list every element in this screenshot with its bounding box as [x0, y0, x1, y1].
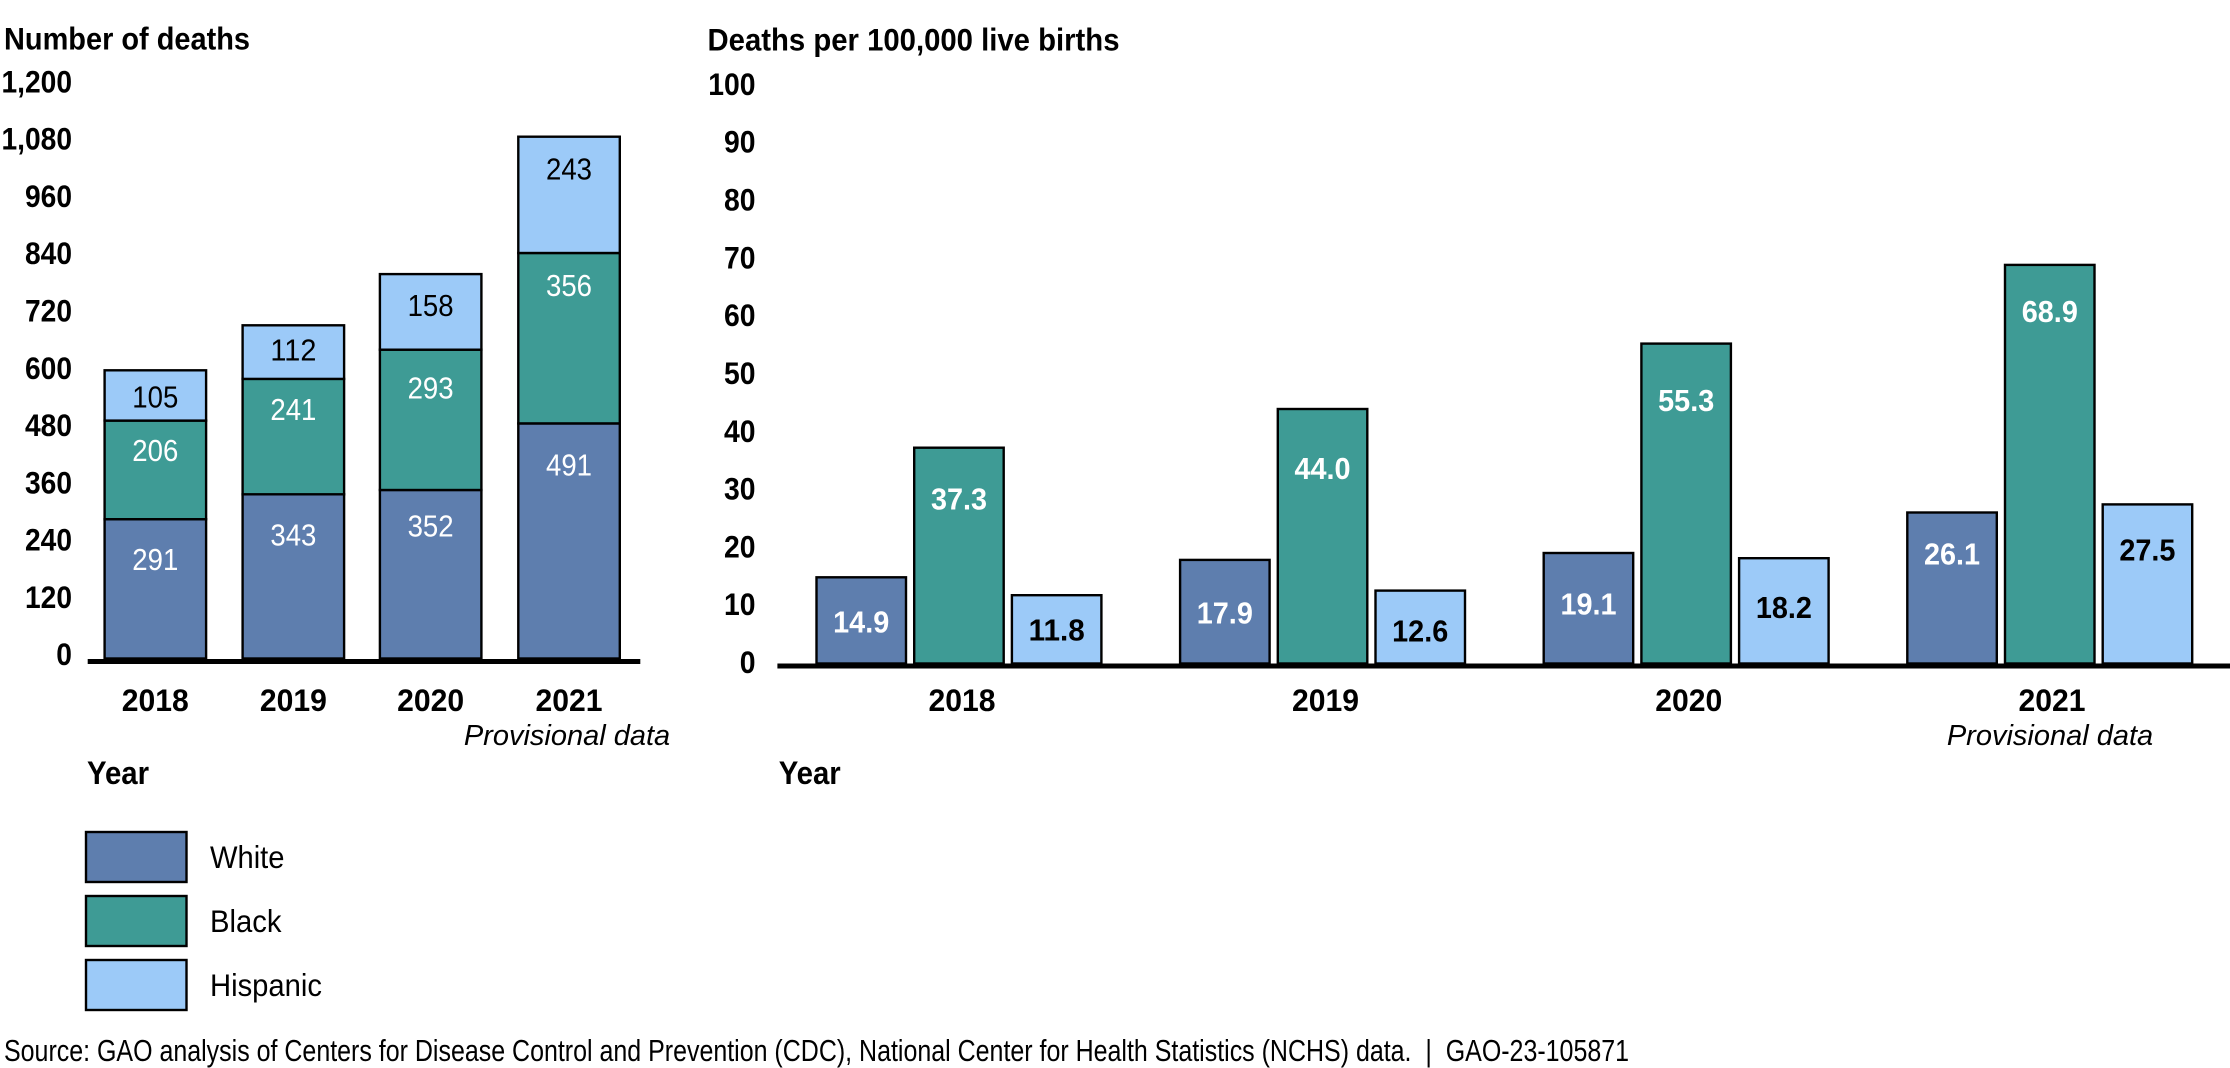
svg-text:240: 240 [25, 522, 72, 558]
svg-text:17.9: 17.9 [1197, 596, 1253, 631]
svg-text:60: 60 [724, 297, 756, 333]
svg-text:30: 30 [724, 471, 756, 507]
svg-text:480: 480 [25, 407, 72, 443]
svg-text:291: 291 [132, 542, 178, 577]
svg-text:120: 120 [25, 579, 72, 615]
svg-text:Number of deaths: Number of deaths [4, 21, 250, 57]
svg-text:37.3: 37.3 [931, 482, 987, 517]
svg-text:1,200: 1,200 [2, 63, 73, 99]
svg-text:241: 241 [270, 392, 316, 427]
svg-text:112: 112 [270, 333, 316, 368]
svg-text:Year: Year [87, 755, 149, 791]
svg-text:18.2: 18.2 [1756, 590, 1812, 625]
svg-text:0: 0 [56, 636, 72, 672]
svg-text:720: 720 [25, 293, 72, 329]
svg-text:20: 20 [724, 528, 756, 564]
svg-text:100: 100 [708, 66, 755, 102]
svg-text:Provisional data: Provisional data [1947, 720, 2153, 752]
svg-text:68.9: 68.9 [2022, 294, 2078, 329]
svg-text:2019: 2019 [260, 682, 327, 718]
svg-text:293: 293 [408, 371, 454, 406]
svg-text:0: 0 [740, 644, 756, 680]
svg-text:2020: 2020 [397, 682, 464, 718]
svg-text:90: 90 [724, 124, 756, 160]
svg-text:50: 50 [724, 355, 756, 391]
svg-text:80: 80 [724, 182, 756, 218]
svg-text:243: 243 [546, 152, 592, 187]
svg-text:2020: 2020 [1655, 682, 1722, 718]
svg-text:14.9: 14.9 [833, 605, 889, 640]
svg-text:White: White [210, 839, 285, 875]
svg-text:2018: 2018 [122, 682, 189, 718]
svg-text:Hispanic: Hispanic [210, 967, 322, 1003]
svg-text:1,080: 1,080 [2, 121, 73, 157]
svg-text:2021: 2021 [536, 682, 603, 718]
svg-text:Provisional data: Provisional data [464, 720, 670, 752]
svg-text:19.1: 19.1 [1560, 587, 1616, 622]
svg-text:600: 600 [25, 350, 72, 386]
svg-text:343: 343 [270, 517, 316, 552]
svg-text:960: 960 [25, 178, 72, 214]
svg-text:Deaths per 100,000 live births: Deaths per 100,000 live births [708, 22, 1120, 58]
svg-text:55.3: 55.3 [1658, 383, 1714, 418]
svg-text:491: 491 [546, 448, 592, 483]
svg-text:Black: Black [210, 903, 282, 939]
svg-text:27.5: 27.5 [2119, 533, 2175, 568]
svg-text:360: 360 [25, 464, 72, 500]
svg-text:206: 206 [132, 433, 178, 468]
svg-text:158: 158 [408, 288, 454, 323]
svg-text:Source: GAO analysis of Center: Source: GAO analysis of Centers for Dise… [4, 1033, 1629, 1068]
svg-text:12.6: 12.6 [1392, 614, 1448, 649]
svg-text:40: 40 [724, 413, 756, 449]
svg-text:26.1: 26.1 [1924, 536, 1980, 571]
svg-text:840: 840 [25, 235, 72, 271]
svg-text:70: 70 [724, 239, 756, 275]
svg-text:2019: 2019 [1292, 682, 1359, 718]
svg-text:2018: 2018 [929, 682, 996, 718]
svg-text:2021: 2021 [2019, 682, 2086, 718]
svg-text:10: 10 [724, 586, 756, 622]
svg-text:11.8: 11.8 [1029, 613, 1085, 648]
svg-text:Year: Year [779, 755, 841, 791]
svg-text:44.0: 44.0 [1294, 451, 1350, 486]
svg-text:356: 356 [546, 268, 592, 303]
svg-text:352: 352 [408, 508, 454, 543]
svg-text:105: 105 [132, 380, 178, 415]
